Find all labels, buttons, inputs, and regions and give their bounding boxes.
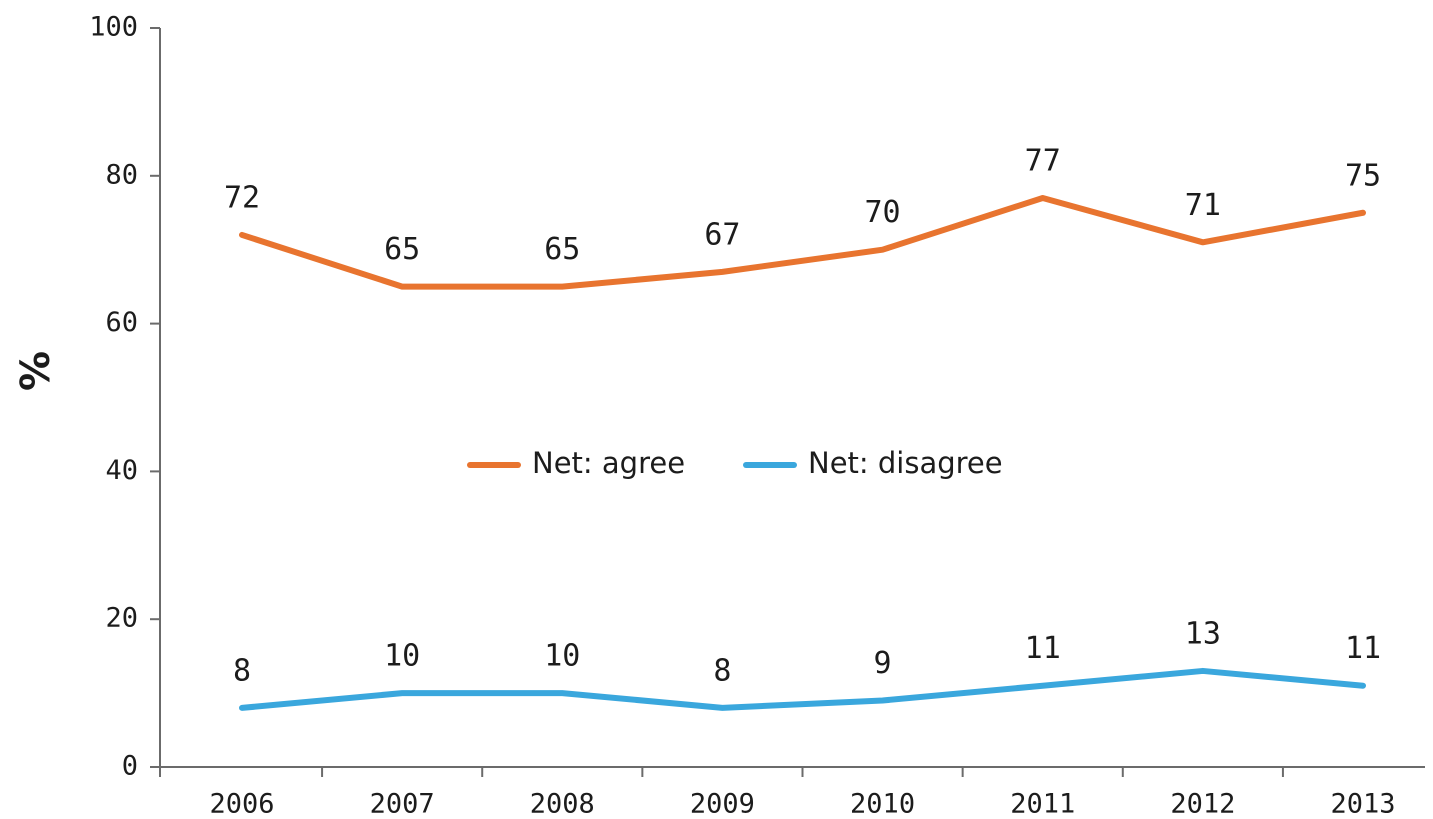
data-label-net-disagree: 8 [233, 653, 251, 688]
series-lines [239, 194, 1366, 711]
axes [159, 28, 1425, 768]
x-tick-label: 2010 [850, 789, 915, 819]
x-tick-label: 2012 [1170, 789, 1235, 819]
x-ticks: 2006 2007 2008 2009 2010 2011 2012 2013 [159, 767, 1396, 819]
data-label-net-disagree: 10 [544, 639, 580, 674]
data-label-net-agree: 75 [1345, 158, 1381, 193]
data-label-net-agree: 70 [865, 195, 901, 230]
data-label-net-agree: 65 [544, 232, 580, 267]
legend-label-net-agree: Net: agree [532, 446, 685, 480]
data-label-net-disagree: 8 [713, 653, 731, 688]
data-label-net-disagree: 13 [1185, 616, 1221, 651]
y-ticks: 0 20 40 60 80 100 [89, 12, 160, 782]
data-label-net-agree: 72 [224, 180, 260, 215]
data-label-net-agree: 67 [704, 217, 740, 252]
data-labels: 72 65 65 67 70 77 71 75 8 10 10 8 9 11 13 11 [224, 143, 1381, 688]
x-tick-label: 2008 [530, 789, 595, 819]
data-label-net-disagree: 10 [384, 639, 420, 674]
y-tick-label: 40 [105, 455, 138, 486]
x-tick-label: 2011 [1010, 789, 1075, 819]
legend-label-net-disagree: Net: disagree [808, 446, 1003, 480]
x-tick-label: 2007 [370, 789, 435, 819]
data-label-net-agree: 71 [1185, 188, 1221, 223]
data-label-net-disagree: 11 [1345, 631, 1381, 666]
legend: Net: agree Net: disagree [467, 446, 1003, 480]
series-line-net-disagree [239, 667, 1366, 711]
y-tick-label: 60 [105, 307, 138, 338]
data-label-net-agree: 65 [384, 232, 420, 267]
y-axis-label: % [13, 351, 59, 391]
y-tick-label: 0 [122, 751, 138, 782]
series-line-net-agree [239, 194, 1366, 290]
y-tick-label: 80 [105, 159, 138, 190]
x-tick-label: 2006 [209, 789, 274, 819]
x-tick-label: 2013 [1330, 789, 1395, 819]
x-tick-label: 2009 [690, 789, 755, 819]
y-tick-label: 100 [89, 12, 138, 43]
y-tick-label: 20 [105, 603, 138, 634]
data-label-net-agree: 77 [1025, 143, 1061, 178]
data-label-net-disagree: 9 [874, 646, 892, 681]
data-label-net-disagree: 11 [1025, 631, 1061, 666]
